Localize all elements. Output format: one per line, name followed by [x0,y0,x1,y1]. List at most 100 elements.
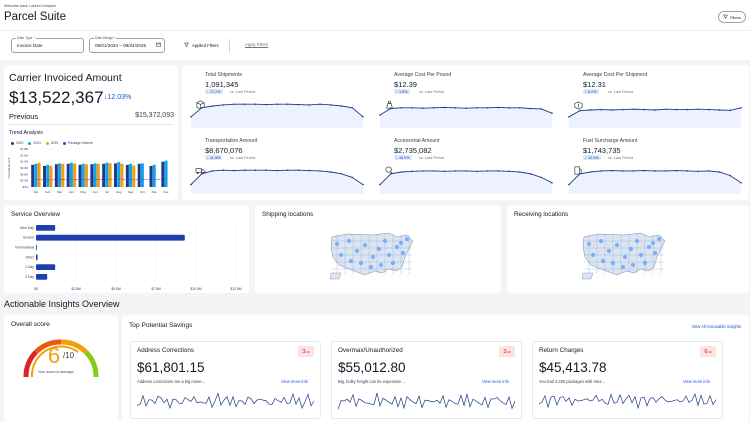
sparkline-point [265,169,268,171]
metric-value: $2,735,082 [394,146,432,155]
legend-item[interactable]: Package Volume [63,141,93,145]
package-icon [189,71,205,110]
location-bubble [368,264,374,270]
sparkline-point [540,108,543,110]
metric-vs-label: vs. Last Period [608,155,634,160]
x-tick-label: Jan [33,190,38,194]
y-tick-label: Ground [23,236,34,240]
location-bubble [652,250,658,256]
sparkline-point [190,116,192,118]
sparkline-point [454,107,457,109]
page-title: Parcel Suite [4,11,67,23]
metric-tile[interactable]: Fuel Surcharge Amount $1,743,735 ↓ 12.5% vs… [560,133,749,199]
trend-bar [152,164,156,187]
sparkline-point [443,170,446,173]
x-tick-label: Apr [69,190,74,194]
trend-bar [61,163,65,187]
sparkline-point [697,108,699,111]
legend-item[interactable]: 2025 [45,141,59,145]
calendar-icon[interactable] [156,42,161,49]
sparkline-point [568,116,570,118]
carrier-invoiced-amount: $13,522,367 [9,88,104,107]
sparkline-point [664,108,667,111]
metric-tile[interactable]: Transportation Amount $8,670,076 ↓ 11.5% vs… [182,133,371,199]
metric-vs-label: vs. Last Period [419,89,445,94]
service-bar [36,234,185,241]
filter-bar: Date Type * Invoice Date Date Range * 09… [0,30,750,60]
x-tick-label: Sep [128,190,134,194]
shipping-locations-title: Shipping locations [262,211,314,218]
service-bar [36,274,48,280]
date-type-select[interactable]: Date Type * Invoice Date [11,36,84,53]
view-all-insights-link[interactable]: View All Actionable Insights [691,324,741,329]
us-map-shipping[interactable] [327,229,417,281]
metric-tile[interactable]: Average Cost Per Pound $12.39 ↑ 1.9% vs. La… [371,67,560,133]
savings-card-title: Overmax/Unauthorized [338,347,403,354]
location-bubble [598,238,604,244]
carrier-invoiced-title: Carrier Invoiced Amount [9,72,122,84]
x-tick-label: Oct [140,190,145,194]
location-bubble [400,250,406,256]
location-bubble [634,238,640,244]
savings-score-max: /10 [707,349,712,354]
y-tick-label: $1.5M [20,153,28,157]
legend-label: Package Volume [68,141,93,145]
shipping-locations-card: Shipping locations [255,205,501,293]
location-bubble [646,244,652,250]
trend-bar [102,163,106,187]
metric-tile[interactable]: Average Cost Per Shipment $12.31 ↑ 6.2% vs.… [560,67,749,133]
trend-bar [34,163,38,187]
trend-bar [149,165,153,187]
trend-bar [96,163,100,187]
x-tick-label: $2.5M [71,287,81,291]
location-bubble [620,264,626,270]
sparkline-point [411,170,414,173]
savings-card[interactable]: Overmax/Unauthorized 3/10 $55,012.80 Big, b… [331,341,522,419]
sparkline-point [486,107,489,109]
legend-item[interactable]: 2024 [28,141,41,145]
metric-tile[interactable]: Accessorial Amount $2,735,082 ↓ 15.2% vs. L… [371,133,560,199]
location-bubble [656,236,662,242]
us-map-receiving[interactable] [579,229,669,281]
insights-title: Actionable Insights Overview [4,299,120,309]
service-overview-chart: $0 $2.5M $5.0M $7.5M $10.0M $12.5M Next Day Gro… [15,223,242,291]
sparkline-point [643,169,646,172]
sparkline-point [729,174,732,177]
trend-bar [120,163,124,187]
x-tick-label: $10.0M [190,287,201,291]
filters-button[interactable]: Filters [718,11,746,23]
sparkline-point [508,170,510,173]
y-tick-label: 3 Day [25,275,34,279]
legend-label: 2025 [50,141,59,145]
x-tick-label: Nov [152,190,158,194]
date-range-label: Date Range * [94,36,117,40]
legend-dot [28,141,32,145]
metric-value: $1,743,735 [583,146,621,155]
sparkline-point [497,106,500,109]
savings-card[interactable]: Return Charges 6/10 $45,413.78 You had 4,32… [532,341,723,419]
sparkline-point [654,109,656,111]
apply-filters-link[interactable]: Apply Filters [245,42,269,47]
location-bubble [628,246,634,252]
savings-score-badge: 3/10 [298,346,314,357]
applied-filters[interactable]: Applied Filters [184,42,219,48]
view-more-info-link[interactable]: View more info [481,379,509,384]
metric-sparkline [379,170,553,194]
location-bubble [638,252,644,258]
location-bubble [610,260,616,266]
metric-tile[interactable]: Total Shipments 1,091,345 ↓ 17.2% vs. Last … [182,67,371,133]
legend-item[interactable]: 2023 [11,141,23,145]
filter-icon [184,42,189,48]
view-more-info-link[interactable]: View more info [280,379,308,384]
trend-bar [84,164,88,187]
location-bubble [642,260,648,266]
y-tick-label: $1.2M [20,160,28,164]
sparkline-point [319,170,321,172]
trend-bar [69,162,73,187]
savings-card[interactable]: Address Corrections 3/10 $61,801.15 Address… [130,341,321,419]
receiving-locations-title: Receiving locations [514,211,569,218]
sparkline-area [380,170,552,194]
view-more-info-link[interactable]: View more info [682,379,710,384]
date-range-input[interactable]: Date Range * 09/01/2024 – 09/24/2025 [89,36,165,53]
sparkline-point [190,183,192,186]
